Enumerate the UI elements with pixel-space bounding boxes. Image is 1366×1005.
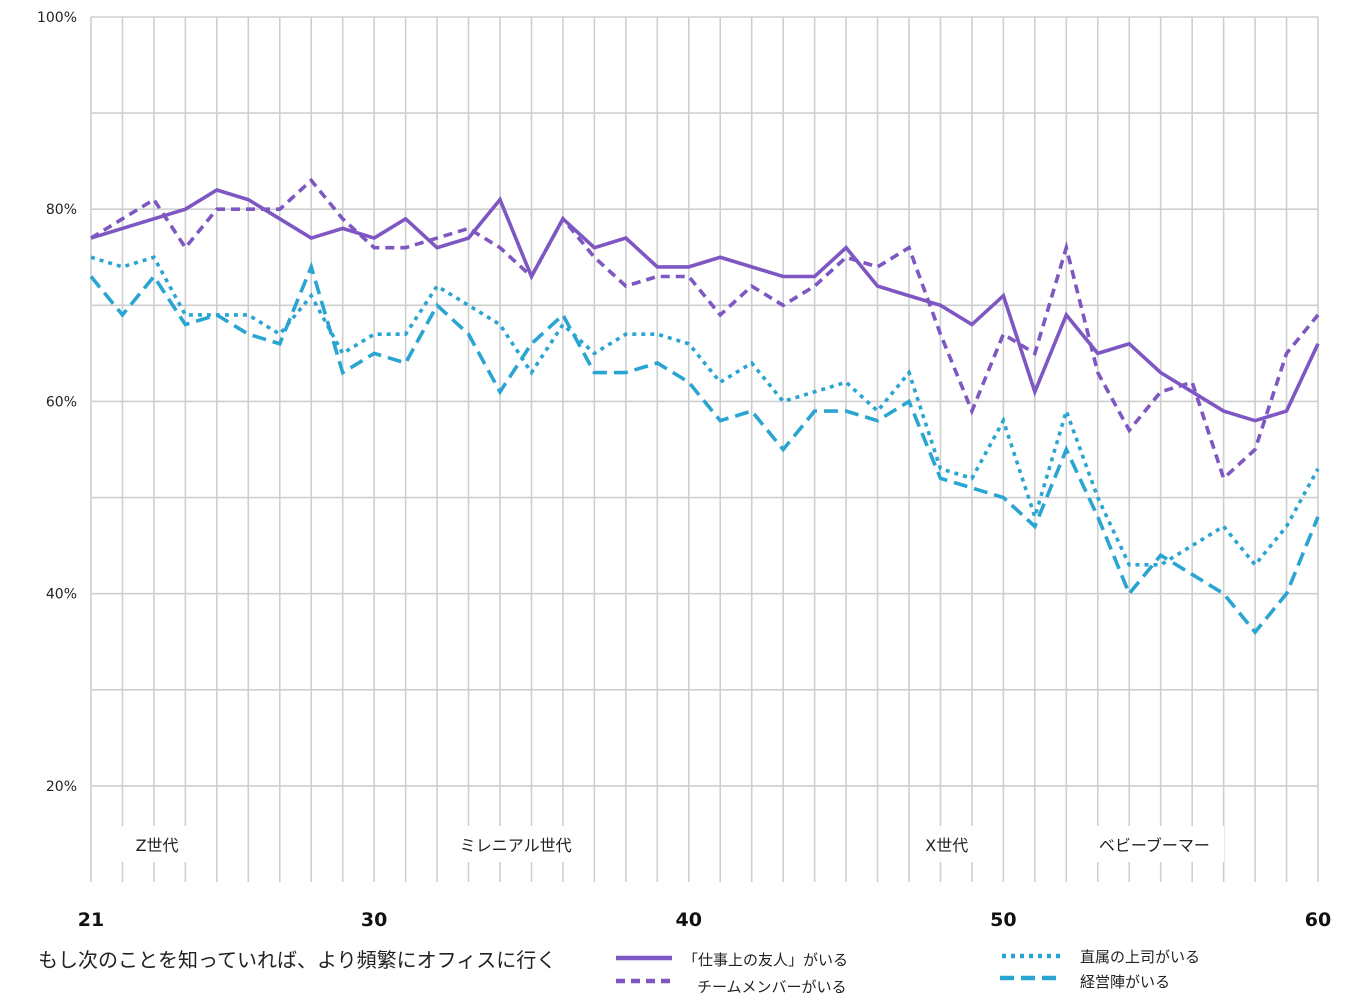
- series-line-3: [89, 261, 1320, 635]
- legend-label-leaders: 経営陣がいる: [1080, 973, 1171, 991]
- x-tick-21: 21: [78, 909, 104, 931]
- legend-swatches-purple: [616, 955, 672, 984]
- x-tick-40: 40: [676, 909, 702, 931]
- generation-label-bg-3: [1084, 826, 1224, 862]
- x-tick-30: 30: [361, 909, 387, 931]
- x-axis-ticks: 21 30 40 50 60: [78, 909, 1331, 931]
- grid: [90, 16, 1319, 882]
- series-lines: [89, 177, 1320, 635]
- y-tick-100: 100%: [37, 10, 77, 26]
- generation-label-bg-0: [121, 826, 193, 862]
- generation-label-3: ベビーブーマー: [1099, 836, 1210, 855]
- x-tick-60: 60: [1305, 909, 1331, 931]
- y-tick-40: 40%: [46, 587, 77, 603]
- generation-label-2: X世代: [925, 836, 968, 855]
- line-chart: Z世代 ミレニアル世代 X世代 ベビーブーマー 20% 40% 60% 80% 100% 21…: [37, 10, 1331, 931]
- series-line-1: [90, 177, 1320, 482]
- series-line-2: [90, 255, 1320, 568]
- y-tick-80: 80%: [46, 202, 77, 218]
- legend-swatches-blue: [1000, 953, 1062, 981]
- generation-label-bg-1: [445, 826, 586, 862]
- generation-label-1: ミレニアル世代: [460, 836, 572, 855]
- y-tick-20: 20%: [46, 779, 77, 795]
- legend-label-boss: 直属の上司がいる: [1080, 948, 1201, 966]
- y-tick-60: 60%: [46, 394, 77, 410]
- legend-label-friend: 「仕事上の友人」がいる: [683, 951, 849, 969]
- chart-caption: もし次のことを知っていれば、より頻繁にオフィスに行く: [38, 948, 557, 972]
- legend-label-team: チームメンバーがいる: [697, 978, 847, 996]
- x-tick-50: 50: [990, 909, 1016, 931]
- series-line-0: [90, 188, 1320, 423]
- y-axis-ticks: 20% 40% 60% 80% 100%: [37, 10, 77, 795]
- generation-label-bg-2: [911, 826, 983, 862]
- generation-labels: Z世代 ミレニアル世代 X世代 ベビーブーマー: [121, 826, 1224, 862]
- generation-label-0: Z世代: [136, 836, 179, 855]
